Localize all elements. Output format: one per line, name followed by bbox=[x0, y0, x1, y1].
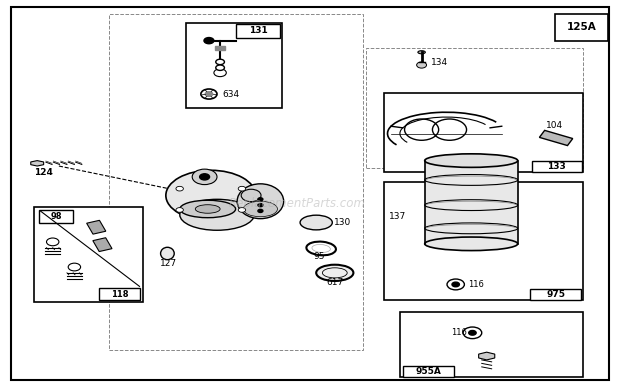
Circle shape bbox=[214, 69, 226, 77]
Text: 125A: 125A bbox=[567, 22, 596, 33]
Circle shape bbox=[463, 327, 482, 339]
Circle shape bbox=[200, 174, 210, 180]
Text: ReplacementParts.com: ReplacementParts.com bbox=[229, 197, 366, 210]
Text: 134: 134 bbox=[431, 58, 448, 67]
Circle shape bbox=[447, 279, 464, 290]
Text: 127: 127 bbox=[160, 259, 177, 268]
Ellipse shape bbox=[425, 237, 518, 251]
Text: 975: 975 bbox=[546, 290, 565, 299]
Text: 118: 118 bbox=[111, 289, 128, 299]
Ellipse shape bbox=[418, 51, 425, 54]
Circle shape bbox=[46, 238, 59, 246]
Text: 137: 137 bbox=[389, 212, 407, 221]
Bar bbox=[108, 14, 363, 350]
Circle shape bbox=[238, 207, 246, 212]
Bar bbox=[403, 366, 454, 377]
Ellipse shape bbox=[161, 247, 174, 260]
Bar bbox=[186, 23, 282, 108]
Circle shape bbox=[241, 189, 261, 202]
Text: 124: 124 bbox=[34, 168, 53, 177]
Text: 617: 617 bbox=[327, 278, 344, 287]
Ellipse shape bbox=[180, 200, 236, 217]
Ellipse shape bbox=[312, 245, 330, 252]
Circle shape bbox=[205, 92, 213, 96]
Bar bbox=[366, 48, 583, 168]
Text: 98: 98 bbox=[51, 212, 62, 221]
Circle shape bbox=[258, 204, 263, 207]
Text: 634: 634 bbox=[222, 89, 239, 99]
Bar bbox=[236, 24, 280, 38]
Bar bbox=[39, 210, 73, 223]
Bar bbox=[530, 289, 581, 300]
Circle shape bbox=[258, 198, 263, 201]
Ellipse shape bbox=[425, 154, 518, 167]
Bar bbox=[87, 220, 106, 234]
Text: 130: 130 bbox=[334, 218, 351, 227]
Ellipse shape bbox=[243, 201, 278, 217]
Ellipse shape bbox=[237, 184, 284, 219]
Bar bbox=[34, 207, 143, 302]
Bar bbox=[400, 312, 583, 377]
Bar bbox=[93, 238, 112, 252]
Text: 116: 116 bbox=[468, 280, 484, 289]
Ellipse shape bbox=[306, 241, 336, 255]
Circle shape bbox=[68, 263, 81, 271]
Text: 116: 116 bbox=[451, 327, 467, 337]
Bar bbox=[532, 161, 582, 172]
Text: 104: 104 bbox=[546, 121, 563, 130]
Circle shape bbox=[452, 282, 459, 287]
Text: 131: 131 bbox=[249, 26, 267, 36]
Polygon shape bbox=[479, 352, 495, 360]
Ellipse shape bbox=[300, 215, 332, 230]
Circle shape bbox=[176, 187, 184, 191]
Ellipse shape bbox=[195, 205, 220, 213]
Circle shape bbox=[216, 65, 224, 70]
Circle shape bbox=[238, 187, 246, 191]
Bar bbox=[99, 288, 140, 300]
Bar bbox=[539, 130, 573, 146]
Ellipse shape bbox=[180, 199, 254, 230]
Circle shape bbox=[216, 59, 224, 65]
Text: 133: 133 bbox=[547, 162, 566, 171]
Circle shape bbox=[204, 38, 214, 44]
Circle shape bbox=[201, 89, 217, 99]
Text: 95: 95 bbox=[313, 252, 325, 261]
Bar bbox=[555, 14, 608, 41]
Bar bbox=[215, 46, 225, 50]
Bar bbox=[384, 182, 583, 300]
Ellipse shape bbox=[322, 268, 347, 278]
Text: 955A: 955A bbox=[415, 367, 441, 377]
Bar bbox=[384, 93, 583, 172]
Bar bbox=[425, 161, 518, 244]
Polygon shape bbox=[31, 161, 43, 166]
Ellipse shape bbox=[316, 265, 353, 281]
Ellipse shape bbox=[166, 170, 255, 221]
Circle shape bbox=[417, 62, 427, 68]
Circle shape bbox=[192, 169, 217, 185]
Circle shape bbox=[258, 209, 263, 212]
Circle shape bbox=[176, 207, 184, 212]
Circle shape bbox=[469, 330, 476, 335]
